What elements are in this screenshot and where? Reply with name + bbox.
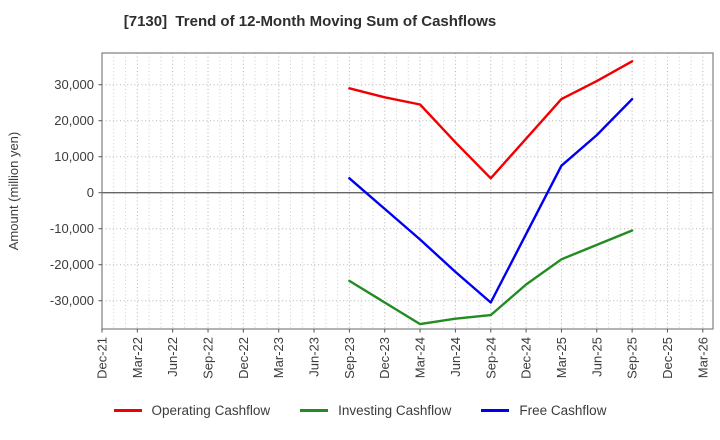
series-line-2 <box>348 97 634 304</box>
x-tick-label: Dec-21 <box>95 337 110 379</box>
y-tick-label: -10,000 <box>50 221 94 236</box>
x-tick-label: Jun-24 <box>448 337 463 377</box>
x-tick-label: Dec-24 <box>519 337 534 379</box>
x-tick-label: Sep-25 <box>625 337 640 379</box>
legend-item-operating: Operating Cashflow <box>113 403 271 418</box>
x-tick-label: Jun-22 <box>165 337 180 377</box>
legend: Operating Cashflow Investing Cashflow Fr… <box>0 403 720 418</box>
y-tick-label: 0 <box>87 185 94 200</box>
x-tick-label: Dec-22 <box>236 337 251 379</box>
x-tick-label: Dec-23 <box>377 337 392 379</box>
x-tick-label: Sep-23 <box>342 337 357 379</box>
y-tick-label: -20,000 <box>50 257 94 272</box>
legend-label-operating: Operating Cashflow <box>151 403 271 418</box>
x-tick-label: Mar-23 <box>271 337 286 378</box>
x-tick-label: Sep-22 <box>201 337 216 379</box>
x-tick-label: Mar-22 <box>130 337 145 378</box>
x-tick-label: Dec-25 <box>660 337 675 379</box>
y-tick-label: 30,000 <box>54 77 94 92</box>
y-tick-label: -30,000 <box>50 293 94 308</box>
legend-label-free: Free Cashflow <box>519 403 607 418</box>
x-tick-label: Jun-25 <box>589 337 604 377</box>
y-tick-label: 10,000 <box>54 149 94 164</box>
legend-label-investing: Investing Cashflow <box>338 403 452 418</box>
y-axis-label: Amount (million yen) <box>6 131 21 251</box>
chart-title: [7130] Trend of 12-Month Moving Sum of C… <box>123 13 497 30</box>
x-tick-label: Mar-24 <box>413 337 428 378</box>
x-tick-label: Mar-26 <box>695 337 710 378</box>
free-line-swatch <box>481 409 510 412</box>
operating-line-swatch <box>113 409 142 412</box>
x-tick-label: Jun-23 <box>307 337 322 377</box>
x-tick-label: Mar-25 <box>554 337 569 378</box>
legend-item-free: Free Cashflow <box>481 403 606 418</box>
axes-frame <box>101 52 714 330</box>
x-tick-label: Sep-24 <box>483 337 498 379</box>
investing-line-swatch <box>300 409 329 412</box>
legend-item-investing: Investing Cashflow <box>300 403 451 418</box>
series-line-1 <box>348 229 634 326</box>
y-tick-label: 20,000 <box>54 113 94 128</box>
series-line-0 <box>348 60 634 180</box>
